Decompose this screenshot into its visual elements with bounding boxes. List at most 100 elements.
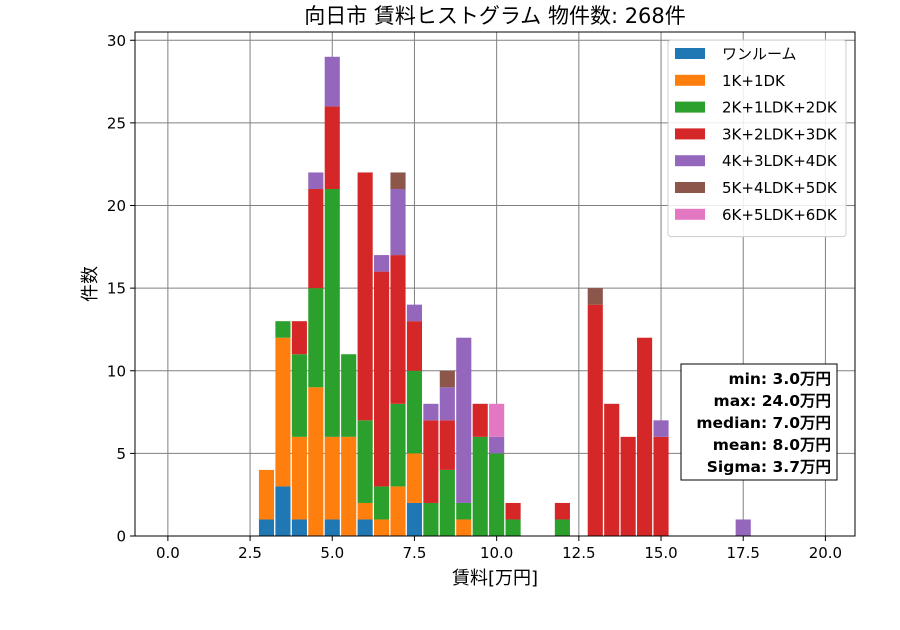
legend-label: 6K+5LDK+6DK (722, 206, 838, 224)
bar-4-5 (324, 106, 340, 189)
bar-3-6.5 (374, 486, 390, 520)
x-axis-label: 賃料[万円] (452, 568, 538, 589)
bar-2-5.5 (341, 436, 357, 536)
legend-label: ワンルーム (722, 45, 797, 63)
bar-4-7.5 (406, 321, 423, 371)
axis-ticks: 0.0 2.5 5.0 7.5 10.0 12.5 15.0 17.5 20.0 0 5 10 15 20… (107, 32, 842, 562)
bar-4-14.5 (637, 337, 653, 536)
bar-1-3.5 (275, 486, 291, 536)
bar-4-13 (587, 304, 603, 536)
bar-5-4.5 (308, 172, 324, 189)
chart-title: 向日市 賃料ヒストグラム 物件数: 268件 (304, 4, 686, 28)
bar-3-4 (291, 354, 307, 437)
bar-1-3 (258, 519, 275, 536)
bar-4-15 (653, 436, 669, 536)
bar-3-9.5 (472, 436, 488, 536)
bar-1-7.5 (406, 502, 423, 536)
bar-3-10.5 (505, 519, 521, 536)
bar-1-5 (324, 519, 340, 536)
bar-3-5.5 (341, 354, 357, 437)
x-tick-label: 20.0 (809, 544, 842, 562)
legend-swatch (675, 48, 705, 59)
x-tick-label: 7.5 (403, 544, 427, 562)
stats-frame (680, 363, 838, 481)
legend-label: 1K+1DK (722, 72, 786, 90)
bar-5-7 (390, 188, 406, 256)
y-tick-label: 5 (116, 445, 126, 463)
plot-frame (134, 31, 856, 537)
bar-3-7 (390, 403, 406, 487)
bar-6-8.5 (439, 370, 455, 388)
x-tick-label: 10.0 (480, 544, 513, 562)
bar-3-10 (489, 453, 505, 536)
stats-box: min: 3.0万円 max: 24.0万円 median: 7.0万円 mean: … (680, 363, 838, 481)
bar-4-10.5 (505, 502, 521, 520)
bar-5-10 (489, 436, 505, 454)
bar-3-12 (554, 519, 570, 536)
bar-2-7 (390, 486, 406, 536)
bar-3-8.5 (439, 469, 455, 536)
legend-swatch (675, 208, 705, 220)
bars (258, 56, 751, 536)
bar-7-10 (489, 403, 505, 437)
y-tick-label: 20 (107, 197, 126, 215)
bar-4-7 (390, 255, 406, 404)
bar-2-3.5 (275, 337, 291, 487)
y-tick-label: 30 (107, 32, 126, 50)
y-tick-label: 0 (116, 528, 126, 546)
legend-label: 5K+4LDK+5DK (722, 179, 838, 197)
bar-2-6 (357, 502, 373, 520)
bar-2-7.5 (406, 453, 423, 503)
y-tick-label: 10 (107, 362, 126, 380)
bar-2-5 (324, 436, 340, 520)
legend-label: 4K+3LDK+4DK (722, 152, 838, 170)
bar-3-4.5 (308, 288, 324, 388)
bar-3-7.5 (406, 370, 423, 454)
bar-5-15 (653, 420, 669, 437)
bar-5-5 (324, 56, 340, 107)
x-tick-label: 2.5 (238, 544, 262, 562)
stats-line: mean: 8.0万円 (713, 436, 831, 454)
bar-2-4.5 (308, 387, 324, 536)
bar-2-6.5 (374, 519, 390, 536)
bar-3-8 (423, 502, 439, 536)
x-tick-label: 0.0 (156, 544, 180, 562)
bar-2-4 (291, 436, 307, 520)
bar-6-13 (587, 288, 603, 305)
legend-label: 2K+1LDK+2DK (722, 99, 838, 117)
legend: ワンルーム 1K+1DK 2K+1LDK+2DK 3K+2LDK+3DK 4K+3LDK… (667, 39, 847, 238)
bar-3-9 (456, 502, 472, 520)
stats-line: min: 3.0万円 (728, 370, 831, 388)
bar-2-9 (456, 519, 472, 536)
bar-4-4.5 (308, 188, 324, 289)
legend-swatch (675, 155, 705, 167)
bar-3-5 (324, 188, 340, 437)
bar-4-8 (423, 420, 439, 503)
bar-2-3 (258, 469, 275, 520)
bar-4-6 (357, 172, 373, 421)
bar-4-9.5 (472, 403, 488, 437)
bar-4-12 (554, 502, 570, 520)
bar-5-8 (423, 403, 439, 421)
bar-5-17.5 (735, 519, 751, 536)
legend-swatch (675, 128, 705, 140)
bar-4-6.5 (374, 271, 390, 487)
bar-3-3.5 (275, 321, 291, 338)
bar-5-6.5 (374, 255, 390, 272)
stats-line: max: 24.0万円 (714, 392, 831, 410)
bar-3-6 (357, 420, 373, 503)
y-tick-label: 25 (107, 114, 126, 132)
bar-5-9 (456, 337, 472, 503)
bar-4-14 (620, 436, 636, 536)
y-tick-label: 15 (107, 280, 126, 298)
x-tick-label: 17.5 (727, 544, 760, 562)
stats-line: Sigma: 3.7万円 (707, 458, 831, 476)
legend-swatch (675, 182, 705, 193)
bar-1-6 (357, 519, 373, 536)
bar-5-7.5 (406, 304, 423, 322)
legend-swatch (675, 74, 705, 86)
bar-4-13.5 (604, 403, 620, 536)
bar-5-8.5 (439, 387, 455, 421)
legend-swatch (675, 101, 705, 113)
